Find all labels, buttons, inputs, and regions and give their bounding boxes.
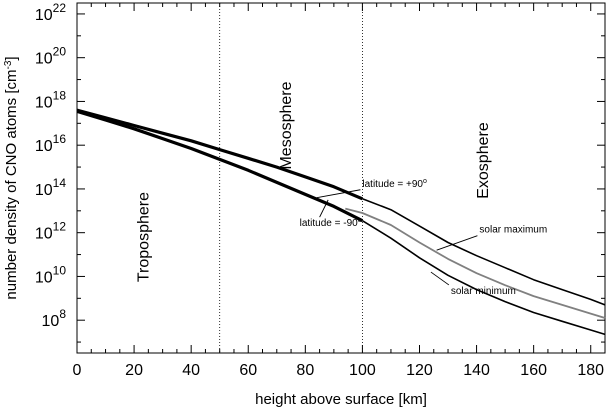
annotation-leader-1 (319, 199, 329, 218)
y-tick-label: 1020 (35, 45, 66, 68)
x-tick-labels: 0 20 40 60 80 100 120 140 160 180 (73, 362, 605, 379)
annotation-label-2: solar maximum (479, 225, 547, 236)
y-tick-label: 1010 (35, 263, 66, 286)
annotation-leader-3 (430, 271, 450, 286)
series-line-3 (361, 220, 606, 336)
x-tick-label: 0 (73, 362, 82, 379)
series-line-4 (345, 207, 606, 319)
annotation-label-3: solar minimum (451, 286, 516, 297)
y-axis-label: number density of CNO atoms [cm-3] (3, 56, 20, 299)
annotation-leader-2 (436, 235, 478, 251)
y-tick-label: 1012 (35, 220, 66, 243)
series-line-0 (76, 108, 364, 201)
y-tick-label: 108 (42, 307, 67, 330)
x-tick-label: 160 (520, 362, 547, 379)
x-tick-label: 60 (239, 362, 257, 379)
x-axis-label: height above surface [km] (255, 391, 427, 408)
y-tick-label: 1022 (35, 1, 66, 24)
y-axis-label-unit-exponent: -3 (3, 60, 14, 69)
y-tick-label: 1014 (35, 176, 66, 199)
annotations: latitude = +90o latitude = -90o solar maxi… (300, 178, 548, 297)
x-tick-label: 180 (577, 362, 604, 379)
region-labels: Troposphere Mesosphere Exosphere (135, 81, 492, 282)
region-label-troposphere: Troposphere (135, 192, 152, 282)
x-tick-label: 20 (125, 362, 143, 379)
y-axis-label-text: number density of CNO atoms [cm (3, 70, 20, 300)
x-tick-label: 40 (182, 362, 200, 379)
series-line-1 (76, 109, 364, 223)
y-tick-labels: 108 1010 1012 1014 1016 1018 1020 1022 (35, 1, 66, 330)
plot-frame (76, 2, 606, 354)
series-lines (76, 108, 606, 336)
x-tick-label: 120 (406, 362, 433, 379)
x-tick-label: 140 (463, 362, 490, 379)
region-label-mesosphere: Mesosphere (278, 81, 295, 169)
y-tick-label: 1016 (35, 132, 66, 155)
y-tick-label: 1018 (35, 88, 66, 111)
x-tick-label: 80 (296, 362, 314, 379)
region-label-exosphere: Exosphere (475, 122, 492, 199)
annotation-label-0: latitude = +90o (362, 178, 427, 190)
series-line-2 (362, 198, 606, 306)
x-tick-label: 100 (349, 362, 376, 379)
annotation-label-1: latitude = -90o (300, 217, 362, 229)
y-axis-label-close: ] (3, 56, 20, 60)
region-dividers (219, 3, 363, 353)
annotation-leader-0 (316, 189, 361, 199)
axis-ticks (76, 3, 606, 353)
